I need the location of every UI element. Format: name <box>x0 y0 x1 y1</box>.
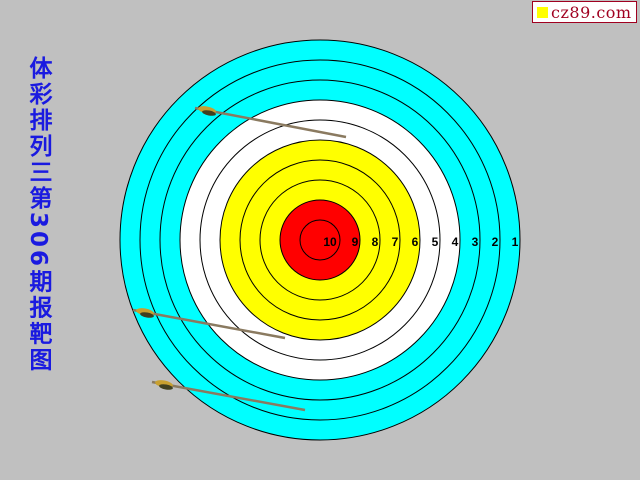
ring-score-label: 10 <box>323 235 337 249</box>
ring-score-label: 6 <box>412 235 419 249</box>
arrow-fletching-shadow <box>202 110 216 116</box>
arrow-fletching-shadow <box>159 384 173 390</box>
ring-score-label: 2 <box>492 235 499 249</box>
ring-score-label: 4 <box>452 235 459 249</box>
ring-score-label: 5 <box>432 235 439 249</box>
ring-score-label: 8 <box>372 235 379 249</box>
ring-score-label: 7 <box>392 235 399 249</box>
arrow-1 <box>194 106 347 139</box>
yellow-square-icon <box>537 6 548 18</box>
arrow-3 <box>151 380 306 412</box>
arrow-fletching-shadow <box>140 312 154 318</box>
ring-score-label: 9 <box>352 235 359 249</box>
arrow-shaft <box>194 106 347 139</box>
page-title: 体彩排列三第306期报靶图 <box>25 56 51 374</box>
ring-score-label: 1 <box>512 235 519 249</box>
site-watermark-badge: cz89.com <box>532 1 637 23</box>
site-domain: cz89.com <box>551 2 632 22</box>
arrow-shaft <box>151 380 306 412</box>
arrow-2 <box>132 308 286 340</box>
target-ring-10 <box>299 219 341 261</box>
arrow-shaft <box>132 308 286 340</box>
ring-score-label: 3 <box>472 235 479 249</box>
